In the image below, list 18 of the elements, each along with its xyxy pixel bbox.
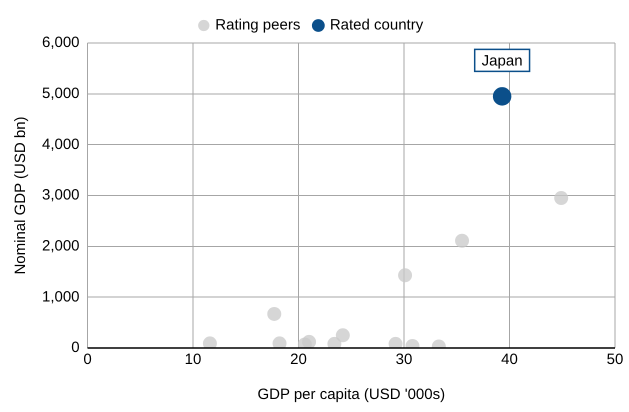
x-axis-title: GDP per capita (USD '000s) (257, 386, 446, 404)
x-tick-label: 10 (184, 351, 202, 368)
annotation: Japan (482, 52, 523, 70)
y-axis-title: Nominal GDP (USD bn) (12, 116, 30, 275)
legend-label: Rated country (330, 16, 424, 34)
x-tick-label: 20 (290, 351, 307, 368)
y-tick-label: 2,000 (42, 237, 80, 254)
y-tick-label: 5,000 (42, 84, 80, 102)
y-tick-label: 0 (71, 339, 80, 356)
y-tick-label: 1,000 (42, 288, 80, 306)
x-tick-label: 40 (501, 351, 518, 368)
y-tick-label: 3,000 (42, 186, 80, 204)
x-tick-label: 0 (83, 351, 92, 368)
legend-label: Rating peers (215, 16, 300, 34)
x-tick-label: 30 (396, 351, 412, 368)
x-tick-label: 50 (606, 351, 624, 368)
y-tick-label: 6,000 (42, 34, 80, 52)
y-tick-label: 4,000 (42, 136, 80, 153)
